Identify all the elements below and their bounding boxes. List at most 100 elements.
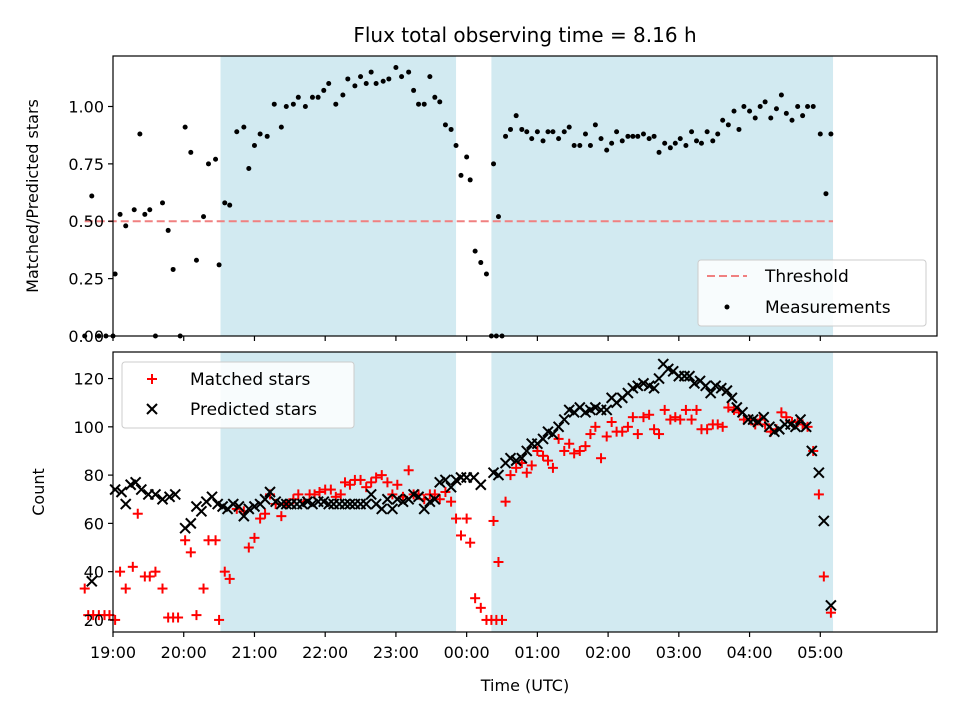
measurement-point-27 bbox=[241, 124, 247, 130]
matched-star-point-115 bbox=[686, 414, 697, 425]
predicted-star-point-129 bbox=[813, 466, 825, 479]
measurement-point-44 bbox=[345, 76, 351, 82]
measurement-point-116 bbox=[720, 117, 726, 123]
measurement-point-113 bbox=[704, 129, 710, 135]
measurement-point-6 bbox=[117, 211, 123, 217]
bottom-y-tick-label-2: 60 bbox=[84, 514, 104, 533]
matched-star-point-103 bbox=[622, 421, 633, 432]
measurement-point-111 bbox=[694, 138, 700, 144]
measurement-point-89 bbox=[577, 143, 583, 149]
matched-star-point-70 bbox=[461, 513, 472, 524]
matched-star-point-107 bbox=[644, 409, 655, 420]
predicted-star-point-119 bbox=[758, 411, 770, 423]
matched-star-point-24 bbox=[214, 614, 225, 625]
measurement-point-32 bbox=[271, 101, 277, 107]
measurement-point-114 bbox=[710, 138, 716, 144]
matched-star-point-102 bbox=[617, 426, 628, 437]
predicted-star-point-127 bbox=[800, 421, 812, 433]
measurement-point-97 bbox=[619, 138, 625, 144]
measurement-point-36 bbox=[295, 94, 301, 100]
predicted-star-point-115 bbox=[736, 406, 749, 419]
predicted-star-point-30 bbox=[275, 498, 288, 510]
predicted-star-point-131 bbox=[825, 599, 837, 612]
predicted-star-point-11 bbox=[169, 488, 181, 501]
chart-title: Flux total observing time = 8.16 h bbox=[353, 23, 696, 47]
predicted-star-point-9 bbox=[156, 493, 169, 505]
predicted-star-point-128 bbox=[806, 445, 818, 457]
x-tick-label-5: 00:00 bbox=[444, 643, 490, 662]
measurement-point-134 bbox=[817, 131, 823, 137]
measurement-point-125 bbox=[768, 115, 774, 121]
predicted-star-point-74 bbox=[521, 445, 533, 457]
measurement-point-31 bbox=[264, 133, 270, 139]
predicted-star-point-6 bbox=[135, 483, 147, 496]
measurement-point-2 bbox=[96, 333, 102, 339]
measurement-point-21 bbox=[205, 161, 211, 167]
matched-star-point-139 bbox=[813, 489, 824, 500]
measurement-point-110 bbox=[689, 129, 695, 135]
matched-star-point-80 bbox=[500, 496, 511, 507]
x-tick-label-1: 20:00 bbox=[161, 643, 207, 662]
predicted-star-point-62 bbox=[445, 481, 457, 493]
measurement-point-101 bbox=[640, 131, 646, 137]
measurement-point-55 bbox=[411, 87, 417, 93]
measurement-point-43 bbox=[340, 92, 346, 98]
matched-star-point-52 bbox=[366, 477, 377, 488]
measurement-point-14 bbox=[165, 227, 171, 233]
matched-star-point-67 bbox=[446, 496, 457, 507]
measurement-point-99 bbox=[630, 133, 636, 139]
measurement-point-40 bbox=[321, 87, 327, 93]
measurement-point-100 bbox=[635, 133, 641, 139]
measurement-point-23 bbox=[216, 262, 222, 268]
measurement-point-33 bbox=[278, 124, 284, 130]
measurement-point-83 bbox=[545, 129, 551, 135]
predicted-star-point-73 bbox=[516, 452, 528, 464]
matched-star-point-72 bbox=[470, 593, 481, 604]
measurement-point-98 bbox=[625, 133, 631, 139]
x-tick-label-10: 05:00 bbox=[797, 643, 843, 662]
top-legend: Threshold Measurements bbox=[697, 259, 927, 327]
matched-star-point-13 bbox=[150, 566, 161, 577]
matched-star-point-92 bbox=[564, 438, 575, 449]
measurement-point-135 bbox=[823, 191, 829, 197]
matched-star-point-10 bbox=[132, 508, 143, 519]
measurement-point-87 bbox=[566, 124, 572, 130]
predicted-star-point-77 bbox=[537, 433, 549, 445]
bottom-legend: Matched stars Predicted stars bbox=[121, 361, 355, 429]
matched-star-point-71 bbox=[465, 537, 476, 548]
measurement-point-5 bbox=[112, 271, 118, 277]
top-y-tick-label-0: 0.00 bbox=[68, 327, 104, 346]
x-tick-label-0: 19:00 bbox=[90, 643, 136, 662]
x-tick-label-7: 02:00 bbox=[585, 643, 631, 662]
matched-star-point-98 bbox=[596, 453, 607, 464]
predicted-star-point-105 bbox=[683, 370, 696, 382]
matched-star-point-84 bbox=[521, 467, 532, 478]
measurement-point-30 bbox=[257, 131, 263, 137]
measurement-point-131 bbox=[800, 113, 806, 119]
measurement-point-3 bbox=[103, 333, 109, 339]
matched-star-point-93 bbox=[569, 448, 580, 459]
measurement-point-76 bbox=[508, 126, 514, 132]
predicted-star-point-126 bbox=[794, 413, 807, 426]
matched-star-point-90 bbox=[553, 433, 564, 444]
measurement-point-104 bbox=[656, 149, 662, 155]
measurement-point-0 bbox=[82, 333, 88, 339]
top-y-tick-label-2: 0.50 bbox=[68, 212, 104, 231]
bottom-plot-frame bbox=[112, 351, 938, 633]
measurement-point-50 bbox=[380, 78, 386, 84]
matched-star-point-21 bbox=[198, 583, 209, 594]
measurement-point-77 bbox=[513, 113, 519, 119]
x-axis-label: Time (UTC) bbox=[480, 676, 569, 695]
measurement-point-103 bbox=[651, 133, 657, 139]
measurement-point-120 bbox=[741, 103, 747, 109]
measurement-point-17 bbox=[182, 124, 188, 130]
matched-star-point-20 bbox=[191, 610, 202, 621]
matched-star-point-85 bbox=[526, 460, 537, 471]
predicted-star-point-46 bbox=[360, 498, 372, 510]
matched-star-point-140 bbox=[818, 571, 829, 582]
measurement-point-129 bbox=[789, 117, 795, 123]
measurement-point-34 bbox=[283, 103, 289, 109]
matched-star-point-91 bbox=[559, 445, 570, 456]
matched-star-point-96 bbox=[585, 429, 596, 440]
legend-measurements-swatch bbox=[724, 304, 730, 310]
